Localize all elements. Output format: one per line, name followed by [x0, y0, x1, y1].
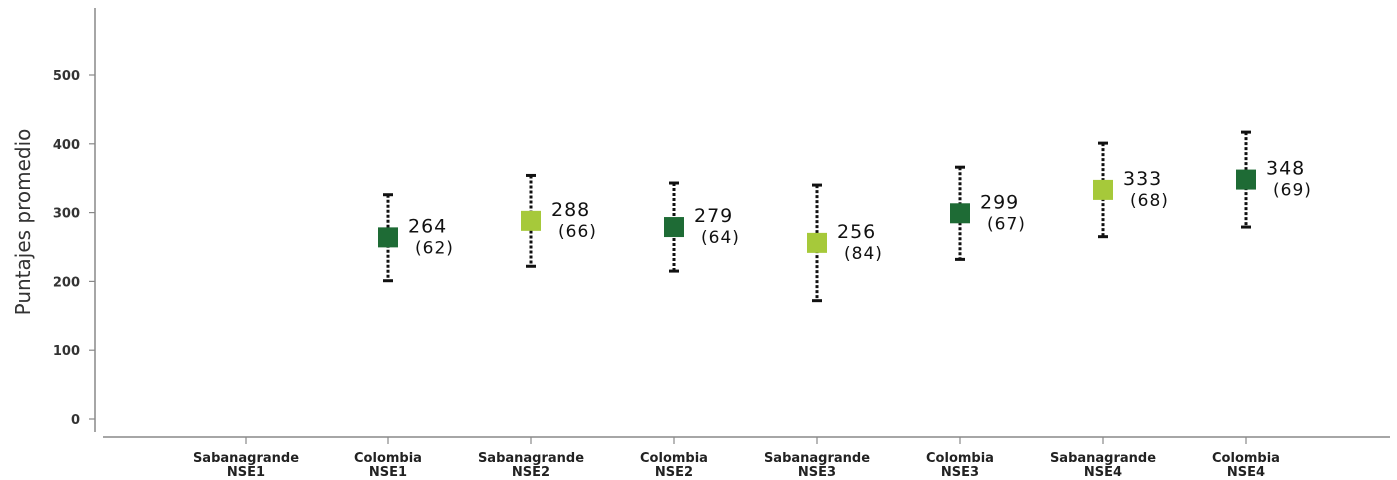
x-category-label: Colombia NSE3	[926, 451, 994, 480]
mean-value-label: 348	[1266, 158, 1305, 180]
x-category-label: Sabanagrande NSE4	[1050, 451, 1156, 480]
mean-marker	[521, 210, 541, 231]
x-axis-categories: Sabanagrande NSE1 Colombia NSE1 Sabanagrande…	[193, 437, 1280, 480]
x-category-label: Sabanagrande NSE2	[478, 451, 584, 480]
mean-value-label: 299	[980, 191, 1019, 213]
sd-value-label: (84)	[844, 244, 883, 264]
data-point-group: 279(64)	[664, 181, 740, 273]
data-points: 264(62)288(66)279(64) 256(84)299(67)333(6…	[378, 130, 1312, 303]
y-axis-ticks: 0 100 200 300 400 500	[53, 69, 95, 428]
data-point-group: 333(68)	[1093, 141, 1169, 239]
x-category-label: Colombia NSE1	[354, 451, 422, 480]
data-point-group: 348(69)	[1236, 130, 1312, 229]
y-tick-label: 100	[53, 344, 80, 359]
y-axis-label: Puntajes promedio	[11, 129, 35, 316]
mean-value-label: 288	[551, 199, 590, 221]
data-point-group: 299(67)	[950, 165, 1026, 261]
sd-value-label: (67)	[987, 214, 1026, 234]
sd-value-label: (62)	[415, 238, 454, 258]
mean-marker	[807, 232, 827, 253]
data-point-group: 256(84)	[807, 183, 883, 303]
y-tick-label: 300	[53, 207, 80, 222]
x-category-label: Sabanagrande NSE3	[764, 451, 870, 480]
data-point-group: 288(66)	[521, 173, 597, 268]
mean-marker	[378, 227, 398, 248]
y-tick-label: 500	[53, 69, 80, 84]
mean-marker	[664, 217, 684, 238]
mean-marker	[1093, 179, 1113, 200]
x-category-label: Colombia NSE4	[1212, 451, 1280, 480]
sd-value-label: (69)	[1273, 181, 1312, 201]
y-tick-label: 400	[53, 138, 80, 153]
y-tick-label: 0	[71, 413, 80, 428]
mean-value-label: 333	[1123, 168, 1162, 190]
y-tick-label: 200	[53, 275, 80, 290]
mean-value-label: 256	[837, 221, 876, 243]
x-category-label: Colombia NSE2	[640, 451, 708, 480]
mean-value-label: 279	[694, 205, 733, 227]
data-point-group: 264(62)	[378, 193, 454, 283]
axes	[94, 8, 1390, 438]
sd-value-label: (64)	[701, 228, 740, 248]
sd-value-label: (66)	[558, 222, 597, 242]
mean-marker	[950, 203, 970, 224]
mean-value-label: 264	[408, 215, 447, 237]
sd-value-label: (68)	[1130, 191, 1169, 211]
mean-marker	[1236, 169, 1256, 190]
x-category-label: Sabanagrande NSE1	[193, 451, 299, 480]
